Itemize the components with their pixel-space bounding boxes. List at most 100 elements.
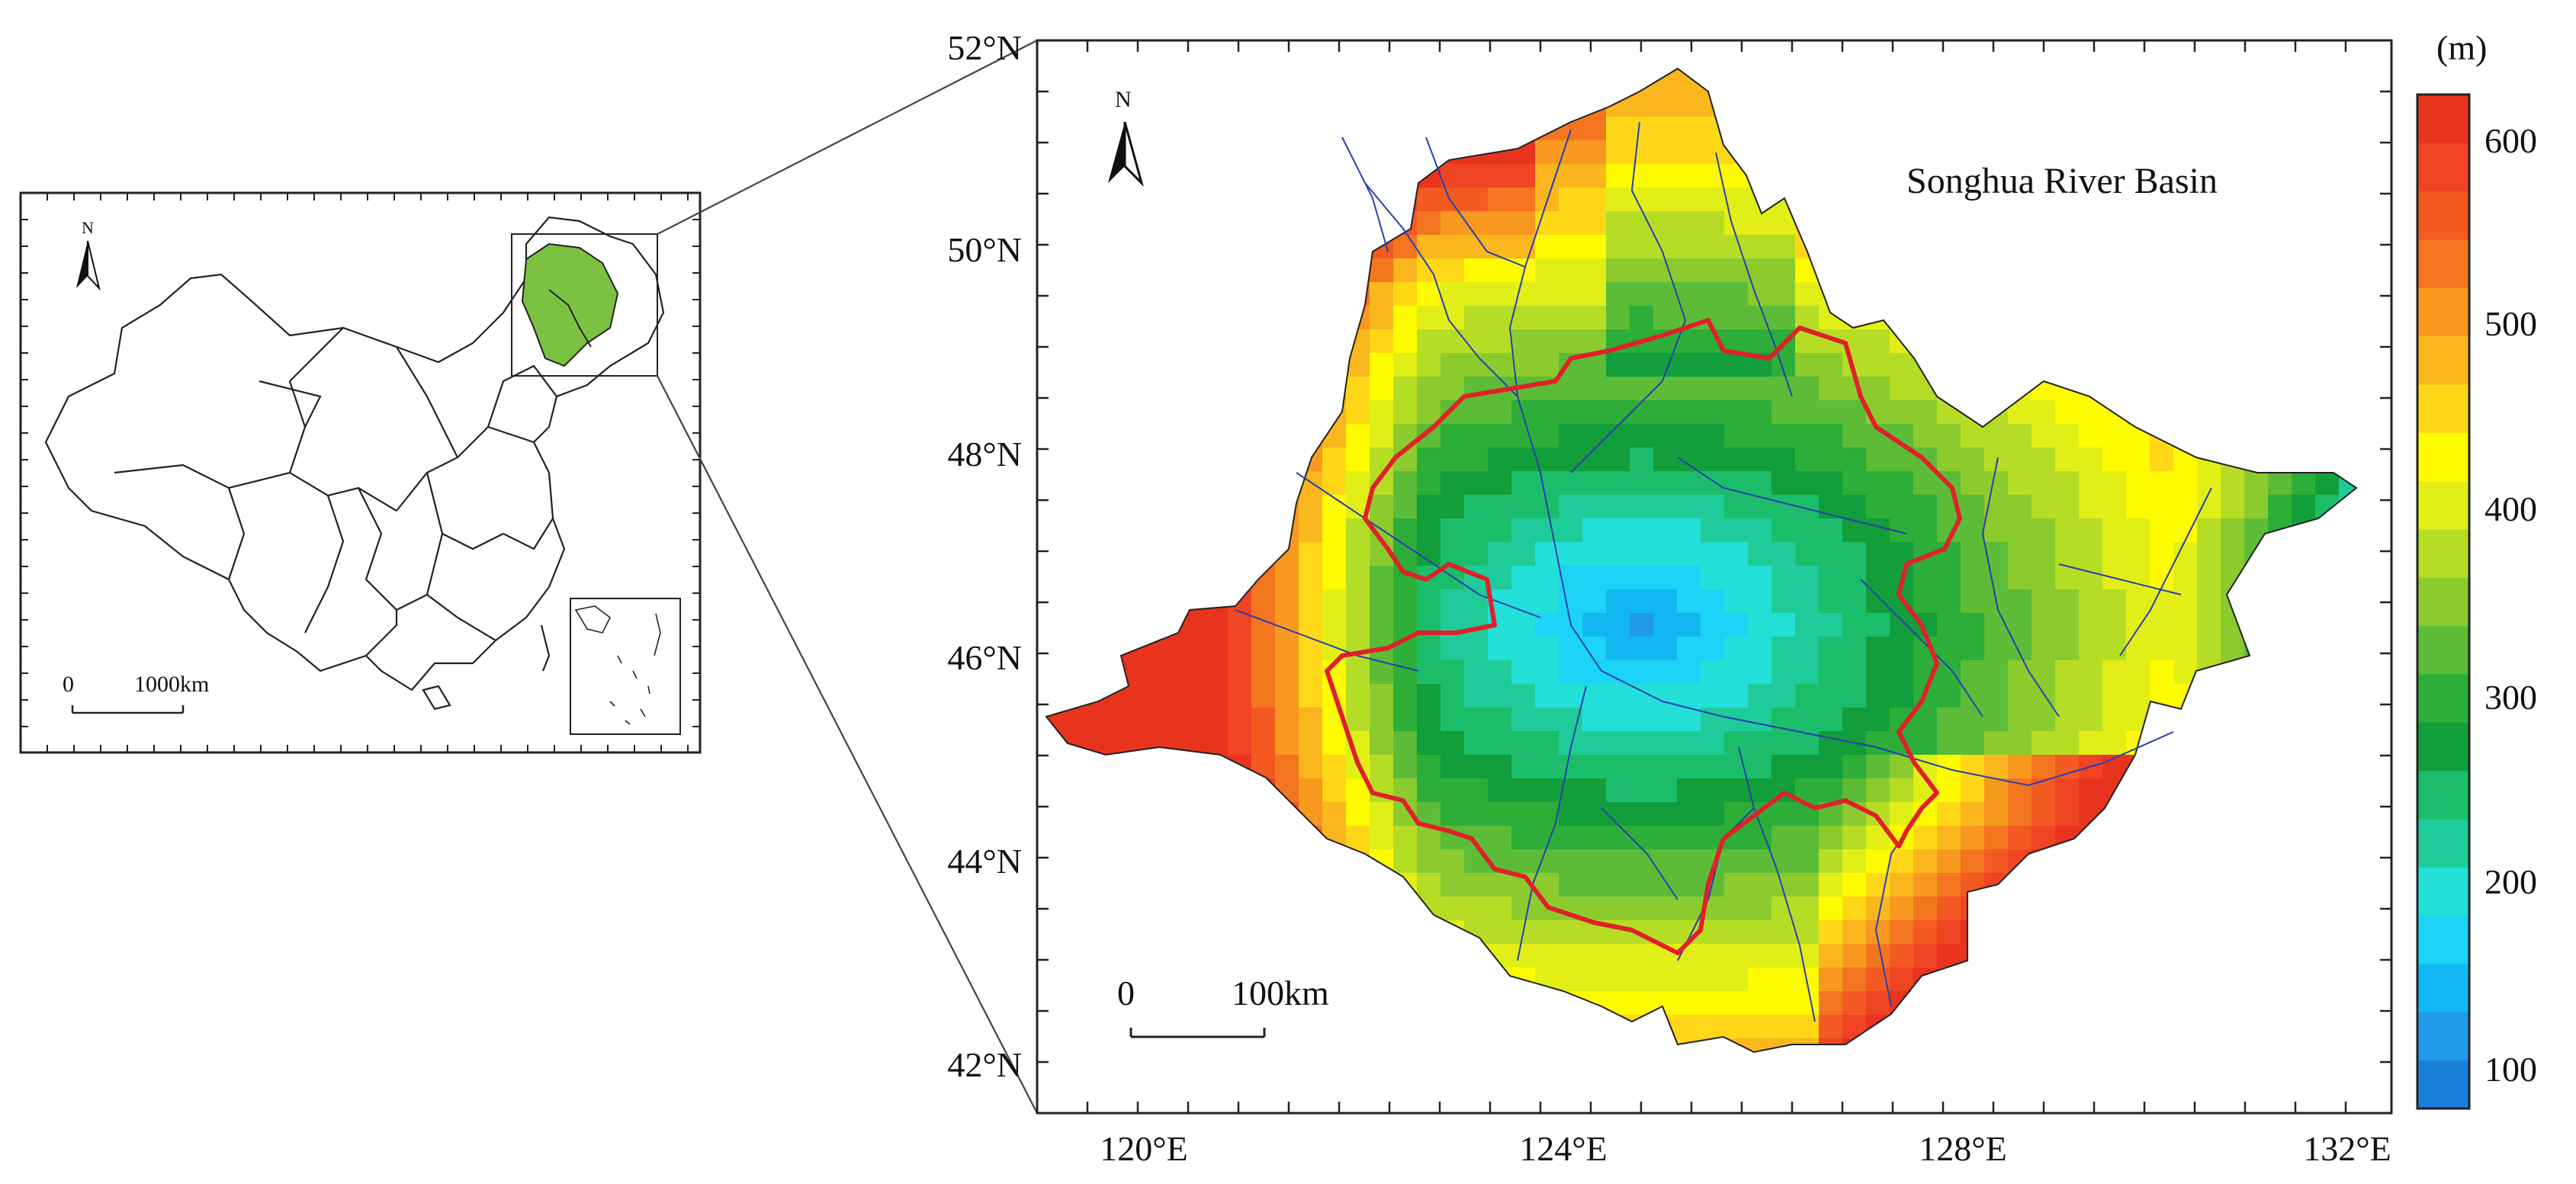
inset-songhua-basin-highlight bbox=[521, 242, 619, 367]
elevation-cell bbox=[1630, 897, 1654, 921]
elevation-cell bbox=[1842, 873, 1867, 897]
elevation-cell bbox=[1961, 589, 1985, 614]
elevation-cell bbox=[1771, 282, 1796, 306]
elevation-cell bbox=[1322, 518, 1347, 543]
elevation-cell bbox=[1251, 589, 1276, 614]
elevation-cell bbox=[2197, 495, 2221, 519]
elevation-cell bbox=[1937, 778, 1961, 803]
elevation-cell bbox=[1795, 282, 1820, 306]
elevation-cell bbox=[1819, 566, 1843, 590]
elevation-cell bbox=[1961, 613, 1985, 637]
main-scale-distance: 100km bbox=[1232, 974, 1329, 1012]
colorbar-frame bbox=[2416, 93, 2471, 1110]
elevation-cell bbox=[1748, 211, 1772, 236]
elevation-cell bbox=[2032, 471, 2056, 496]
colorbar-step bbox=[2417, 819, 2469, 868]
elevation-cell bbox=[1535, 258, 1559, 283]
elevation-cell bbox=[1630, 873, 1654, 897]
inset-china-map: N 0 1000km bbox=[19, 191, 702, 754]
elevation-cell bbox=[1606, 306, 1630, 330]
elevation-cell bbox=[1842, 944, 1867, 968]
elevation-cell bbox=[1795, 566, 1820, 590]
elevation-cell bbox=[1961, 684, 1985, 708]
elevation-cell bbox=[1393, 518, 1418, 543]
elevation-cell bbox=[1393, 258, 1418, 283]
elevation-cell bbox=[2008, 518, 2032, 543]
elevation-cell bbox=[1582, 755, 1607, 779]
elevation-cell bbox=[1653, 306, 1678, 330]
elevation-cell bbox=[1819, 400, 1843, 425]
elevation-cell bbox=[1346, 424, 1370, 448]
elevation-cell bbox=[1582, 211, 1607, 236]
elevation-cell bbox=[1228, 708, 1252, 732]
colorbar-step bbox=[2417, 1060, 2469, 1109]
elevation-cell bbox=[1630, 660, 1654, 685]
elevation-cell bbox=[1488, 211, 1512, 236]
elevation-cell bbox=[2102, 448, 2127, 472]
elevation-cell bbox=[1582, 660, 1607, 685]
elevation-cell bbox=[1890, 613, 1914, 637]
elevation-cell bbox=[1606, 424, 1630, 448]
elevation-cell bbox=[1582, 849, 1607, 874]
elevation-cell bbox=[1795, 471, 1820, 496]
elevation-cell bbox=[1535, 589, 1559, 614]
elevation-cell bbox=[1370, 424, 1394, 448]
elevation-cell bbox=[1866, 778, 1890, 803]
elevation-cell bbox=[1748, 637, 1772, 661]
colorbar-step bbox=[2417, 625, 2469, 675]
elevation-cell bbox=[2008, 684, 2032, 708]
elevation-cell bbox=[1748, 424, 1772, 448]
elevation-cell bbox=[1441, 282, 1465, 306]
elevation-cell bbox=[1559, 164, 1583, 188]
colorbar-tick-labels: 600 500 400 300 200 100 bbox=[2484, 121, 2537, 1089]
elevation-cell bbox=[2055, 637, 2080, 661]
elevation-cell bbox=[2055, 731, 2080, 756]
elevation-cell bbox=[2055, 684, 2080, 708]
elevation-cell bbox=[1275, 660, 1299, 685]
elevation-cell bbox=[1299, 731, 1323, 756]
elevation-cell bbox=[1842, 542, 1867, 566]
elevation-cell bbox=[1346, 684, 1370, 708]
elevation-cell bbox=[2102, 542, 2127, 566]
elevation-cell bbox=[1819, 755, 1843, 779]
inset-china-outline bbox=[44, 216, 665, 711]
elevation-cell bbox=[1582, 542, 1607, 566]
elevation-cell bbox=[1322, 471, 1347, 496]
elevation-cell bbox=[1559, 258, 1583, 283]
elevation-cell bbox=[1961, 471, 1985, 496]
elevation-cell bbox=[1417, 400, 1441, 425]
elevation-cell bbox=[1488, 542, 1512, 566]
elevation-cell bbox=[1866, 684, 1890, 708]
elevation-cell bbox=[1937, 637, 1961, 661]
elevation-cell bbox=[1630, 802, 1654, 826]
elevation-cell bbox=[1984, 637, 2009, 661]
elevation-cell bbox=[2055, 566, 2080, 590]
elevation-cell bbox=[1251, 637, 1276, 661]
elevation-cell bbox=[1748, 1038, 1772, 1052]
elevation-cell bbox=[2008, 566, 2032, 590]
elevation-cell bbox=[1677, 424, 1701, 448]
elevation-cell bbox=[1322, 448, 1347, 472]
colorbar-step bbox=[2417, 529, 2469, 578]
elevation-cell bbox=[1937, 731, 1961, 756]
elevation-cell bbox=[1677, 471, 1701, 496]
elevation-cell bbox=[1559, 495, 1583, 519]
lon-label-124e: 124°E bbox=[1519, 1129, 1608, 1168]
elevation-cell bbox=[1299, 637, 1323, 661]
latitude-labels: 52°N 50°N 48°N 46°N 44°N 42°N bbox=[947, 28, 1022, 1084]
elevation-cell bbox=[1393, 755, 1418, 779]
elevation-cell bbox=[2079, 613, 2103, 637]
elevation-cell bbox=[1890, 849, 1914, 874]
elevation-cell bbox=[1630, 731, 1654, 756]
elevation-cell bbox=[1795, 589, 1820, 614]
elevation-cell bbox=[1653, 731, 1678, 756]
elevation-cell bbox=[1724, 897, 1749, 921]
elevation-cell bbox=[1630, 495, 1654, 519]
elevation-cell bbox=[1606, 684, 1630, 708]
elevation-cell bbox=[1795, 542, 1820, 566]
elevation-cell bbox=[1890, 660, 1914, 685]
elevation-cell bbox=[1370, 282, 1394, 306]
elevation-cell bbox=[1961, 566, 1985, 590]
elevation-cell bbox=[1511, 329, 1536, 354]
elevation-cell bbox=[1653, 140, 1678, 165]
